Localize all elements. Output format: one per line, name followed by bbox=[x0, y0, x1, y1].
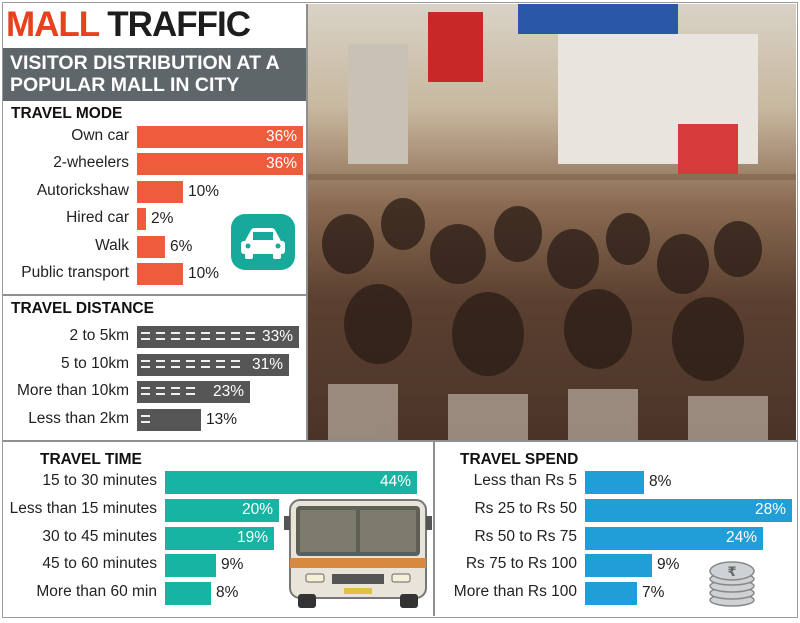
mall-crowd-photo-art bbox=[308, 4, 796, 440]
distance-bar-less-than-2km bbox=[137, 409, 201, 431]
mode-bar-own-car bbox=[137, 126, 303, 148]
spend-label-rs-75-to-rs-100: Rs 75 to Rs 100 bbox=[465, 555, 577, 572]
distance-label-less-than-2km: Less than 2km bbox=[28, 410, 129, 427]
mode-label-walk: Walk bbox=[95, 237, 129, 254]
bus-icon bbox=[284, 499, 432, 608]
distance-value-5-to-10km: 31% bbox=[251, 356, 283, 373]
mode-bar-hired-car bbox=[137, 208, 146, 230]
distance-bar-5-to-10km bbox=[137, 354, 289, 376]
time-value-30-to-45-minutes: 19% bbox=[236, 529, 268, 546]
distance-label-more-than-10km: More than 10km bbox=[17, 382, 129, 399]
spend-value-rs-75-to-rs-100: 9% bbox=[657, 556, 680, 573]
subtitle-line-2: POPULAR MALL IN CITY bbox=[10, 74, 240, 96]
subtitle-box: VISITOR DISTRIBUTION AT A POPULAR MALL I… bbox=[3, 48, 306, 101]
mode-value-walk: 6% bbox=[170, 238, 193, 255]
spend-bar-more-than-rs-100 bbox=[585, 582, 637, 605]
distance-label-2-to-5km: 2 to 5km bbox=[69, 327, 129, 344]
mode-label-hired-car: Hired car bbox=[66, 209, 129, 226]
divider-mode-distance bbox=[3, 294, 306, 296]
time-bar-45-to-60-minutes bbox=[165, 554, 216, 577]
distance-bar-more-than-10km bbox=[137, 381, 250, 403]
time-value-less-than-15-minutes: 20% bbox=[241, 501, 273, 518]
spend-value-less-than-rs-5: 8% bbox=[649, 473, 672, 490]
time-bar-30-to-45-minutes bbox=[165, 527, 274, 550]
mode-bar-public-transport bbox=[137, 263, 183, 285]
mode-value-autorickshaw: 10% bbox=[188, 183, 220, 200]
spend-value-rs-50-to-rs-75: 24% bbox=[725, 529, 757, 546]
distance-bar-pattern bbox=[141, 360, 240, 368]
spend-bar-rs-25-to-rs-50 bbox=[585, 499, 792, 522]
subtitle-line-1: VISITOR DISTRIBUTION AT A bbox=[10, 52, 280, 74]
divider-left-photo bbox=[306, 4, 308, 440]
time-label-45-to-60-minutes: 45 to 60 minutes bbox=[42, 555, 157, 572]
title-word-mall: MALL bbox=[6, 5, 100, 44]
spend-label-more-than-rs-100: More than Rs 100 bbox=[453, 583, 577, 600]
travel-mode-title: TRAVEL MODE bbox=[11, 105, 123, 122]
time-label-15-to-30-minutes: 15 to 30 minutes bbox=[42, 472, 157, 489]
car-icon bbox=[231, 214, 295, 270]
mode-label-public-transport: Public transport bbox=[21, 264, 129, 281]
distance-value-2-to-5km: 33% bbox=[261, 328, 293, 345]
mode-bar-2-wheelers bbox=[137, 153, 303, 175]
time-value-15-to-30-minutes: 44% bbox=[379, 473, 411, 490]
rupee-coins-icon: ₹ bbox=[709, 561, 755, 607]
mode-label-own-car: Own car bbox=[71, 127, 129, 144]
spend-bar-rs-50-to-rs-75 bbox=[585, 527, 763, 550]
distance-bar-2-to-5km bbox=[137, 326, 299, 348]
time-bar-less-than-15-minutes bbox=[165, 499, 279, 522]
time-value-more-than-60-min: 8% bbox=[216, 584, 239, 601]
divider-time-spend bbox=[433, 440, 435, 616]
mode-label-2-wheelers: 2-wheelers bbox=[53, 154, 129, 171]
mode-bar-autorickshaw bbox=[137, 181, 183, 203]
svg-text:₹: ₹ bbox=[727, 565, 736, 580]
distance-bar-pattern bbox=[141, 387, 195, 395]
mode-value-2-wheelers: 36% bbox=[265, 155, 297, 172]
time-label-less-than-15-minutes: Less than 15 minutes bbox=[9, 500, 157, 517]
travel-distance-title: TRAVEL DISTANCE bbox=[11, 300, 154, 317]
time-label-more-than-60-min: More than 60 min bbox=[36, 583, 157, 600]
time-bar-more-than-60-min bbox=[165, 582, 211, 605]
distance-label-5-to-10km: 5 to 10km bbox=[60, 355, 129, 372]
travel-time-title: TRAVEL TIME bbox=[40, 451, 142, 468]
mode-label-autorickshaw: Autorickshaw bbox=[36, 182, 129, 199]
mode-value-public-transport: 10% bbox=[188, 265, 220, 282]
distance-value-less-than-2km: 13% bbox=[206, 411, 238, 428]
time-bar-15-to-30-minutes bbox=[165, 471, 417, 494]
distance-bar-pattern bbox=[141, 415, 150, 423]
mode-value-own-car: 36% bbox=[265, 128, 297, 145]
mall-crowd-photo bbox=[308, 4, 796, 440]
spend-bar-rs-75-to-rs-100 bbox=[585, 554, 652, 577]
time-label-30-to-45-minutes: 30 to 45 minutes bbox=[42, 528, 157, 545]
spend-value-more-than-rs-100: 7% bbox=[642, 584, 665, 601]
spend-label-rs-25-to-rs-50: Rs 25 to Rs 50 bbox=[474, 500, 577, 517]
travel-spend-title: TRAVEL SPEND bbox=[460, 451, 579, 468]
spend-value-rs-25-to-rs-50: 28% bbox=[754, 501, 786, 518]
mode-bar-walk bbox=[137, 236, 165, 258]
spend-label-less-than-rs-5: Less than Rs 5 bbox=[473, 472, 577, 489]
divider-top-bottom bbox=[3, 440, 797, 442]
time-value-45-to-60-minutes: 9% bbox=[221, 556, 244, 573]
mode-value-hired-car: 2% bbox=[151, 210, 174, 227]
distance-bar-pattern bbox=[141, 332, 255, 340]
distance-value-more-than-10km: 23% bbox=[212, 383, 244, 400]
title-word-traffic: TRAFFIC bbox=[107, 5, 251, 44]
spend-label-rs-50-to-rs-75: Rs 50 to Rs 75 bbox=[474, 528, 577, 545]
infographic-title: MALL TRAFFIC bbox=[6, 4, 306, 46]
spend-bar-less-than-rs-5 bbox=[585, 471, 644, 494]
